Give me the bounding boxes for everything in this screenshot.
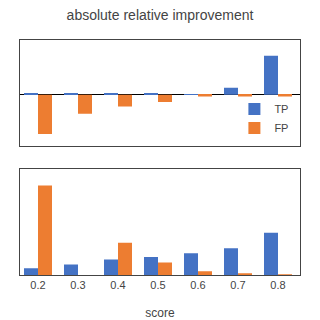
svg-text:0.8: 0.8: [270, 279, 285, 291]
svg-text:0.4: 0.4: [110, 279, 125, 291]
svg-text:0.7: 0.7: [230, 279, 245, 291]
svg-text:0.2: 0.2: [30, 279, 45, 291]
svg-text:absolute relative improvement: absolute relative improvement: [67, 7, 254, 23]
svg-text:FP: FP: [274, 122, 288, 134]
svg-text:0.3: 0.3: [70, 279, 85, 291]
svg-text:TP: TP: [274, 103, 288, 115]
svg-text:score: score: [145, 306, 175, 320]
svg-text:0.5: 0.5: [150, 279, 165, 291]
svg-text:0.6: 0.6: [190, 279, 205, 291]
